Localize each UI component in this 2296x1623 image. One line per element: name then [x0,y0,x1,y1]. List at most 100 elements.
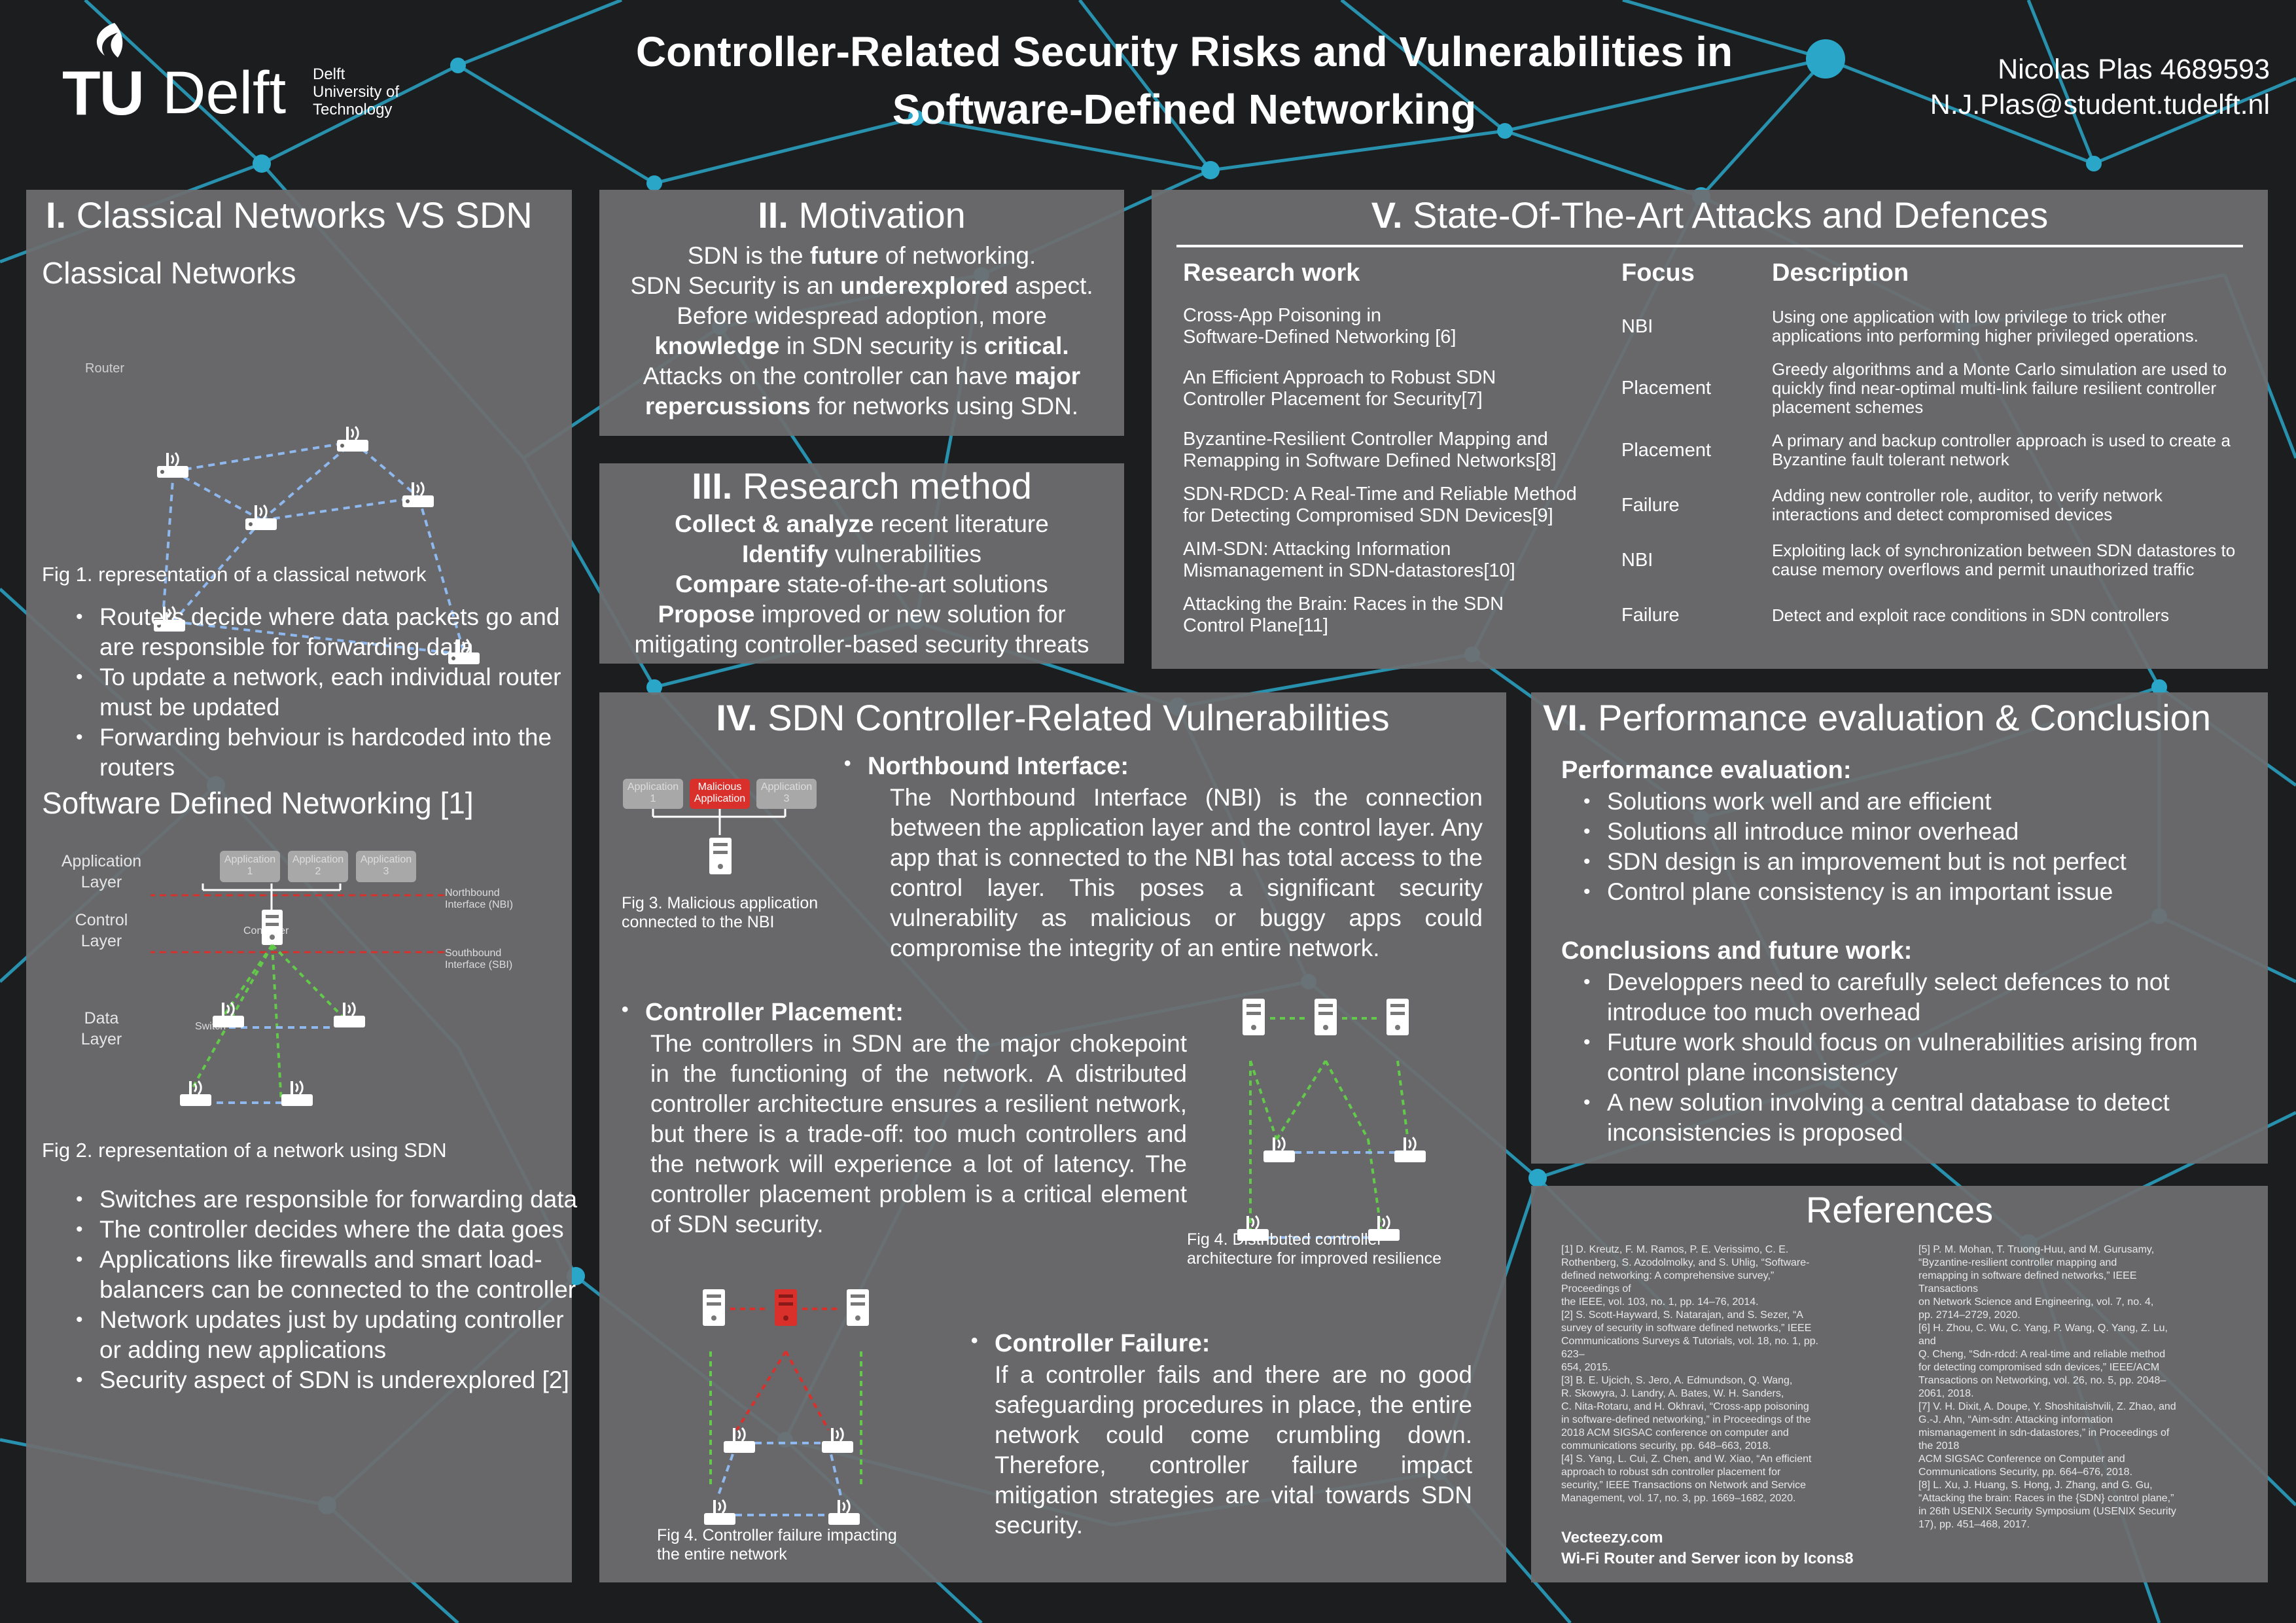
bullet-item: Future work should focus on vulnerabilit… [1583,1027,2261,1088]
section-title: V. State-Of-The-Art Attacks and Defences [1152,194,2268,236]
reference-line: Transactions [1918,1283,1978,1294]
nbi-title: • Northbound Interface: [844,753,1129,780]
emphasis-text: Compare [675,571,781,597]
cell-research-work: SDN-RDCD: A Real-Time and Reliable Metho… [1183,478,1621,533]
cell-research-work: Attacking the Brain: Races in the SDN Con… [1183,588,1621,643]
section-title-text: Performance evaluation & Conclusion [1598,697,2211,738]
cell-description: Detect and exploit race conditions in SD… [1772,588,2243,643]
fig4b-caption: Fig 4. Controller failure impacting the … [657,1526,897,1564]
logo-sub-line: Technology [313,101,393,118]
cell-description: A primary and backup controller approach… [1772,423,2243,478]
bullet-item: Forwarding behviour is hardcoded into th… [76,722,584,783]
cell-description: Greedy algorithms and a Monte Carlo simu… [1772,354,2243,423]
label-line: Application [61,852,142,870]
reference-line: for detecting compromised sdn devices,” … [1918,1362,2160,1373]
bullet-item: Control plane consistency is an importan… [1583,877,2261,907]
cell-description: Using one application with low privilege… [1772,299,2243,354]
logo-sub-line: Delft [313,65,345,83]
fig4-distributed-controllers [1237,999,1426,1241]
reference-line: in software-defined networking,” in Proc… [1561,1414,1811,1425]
bullet-item: SDN design is an improvement but is not … [1583,847,2261,877]
cell-focus: Placement [1621,378,1712,399]
caption-line: Fig 4. Controller failure impacting [657,1526,897,1544]
reference-line: [1] D. Kreutz, F. M. Ramos, P. E. Veriss… [1561,1244,1789,1255]
cell-research-work: AIM-SDN: Attacking Information Mismanagem… [1183,533,1621,588]
text-line: repercussions for networks using SDN. [599,391,1124,421]
bullet-item: Applications like firewalls and smart lo… [76,1245,584,1305]
reference-line: ACM SIGSAC Conference on Computer and [1918,1454,2125,1465]
section-number: VI. [1543,697,1588,738]
col-research-work: Research work [1183,259,1360,287]
fig1-caption: Fig 1. representation of a classical net… [42,563,427,586]
bullet-item: A new solution involving a central datab… [1583,1088,2261,1148]
app-number: 1 [247,866,253,877]
cell-line: Mismanagement in SDN-datastores[10] [1183,560,1515,581]
cell-line: Exploiting lack of synchronization betwe… [1772,541,2236,560]
reference-line: Proceedings of [1561,1283,1631,1294]
section-title-text: SDN Controller-Related Vulnerabilities [768,697,1390,738]
cell-research-work: An Efficient Approach to Robust SDN Contr… [1183,354,1621,423]
emphasis-text: major [1014,363,1081,389]
conclusions-title: Conclusions and future work: [1561,937,1913,965]
reference-line: G.-J. Ahn, “Aim-sdn: Attacking informati… [1918,1414,2113,1425]
reference-line: 623– [1561,1349,1585,1360]
table-row: An Efficient Approach to Robust SDN Contr… [1183,354,2243,423]
reference-line: 2061, 2018. [1918,1388,1974,1399]
text-segment: Before widespread adoption, more [677,302,1047,329]
section-conclusion: VI. Performance evaluation & Conclusion … [1531,692,2268,1164]
references-left-column: [1] D. Kreutz, F. M. Ramos, P. E. Veriss… [1561,1243,1901,1505]
label-line: Layer [80,873,122,891]
app-number: 2 [315,866,321,877]
section-references: References [1] D. Kreutz, F. M. Ramos, P… [1531,1186,2268,1582]
label-line: Northbound [445,887,500,899]
app-name: Application [694,793,746,804]
table-row: Cross-App Poisoning in Software-Defined N… [1183,299,2243,354]
southbound-label: Southbound Interface (SBI) [445,948,543,971]
northbound-label: Northbound Interface (NBI) [445,887,543,911]
placement-text: The controllers in SDN are the major cho… [650,1030,1187,1238]
label-line: Layer [80,1030,122,1048]
logo-delft-text: Delft [162,60,287,126]
conclusion-bullets: Developpers need to carefully select def… [1570,967,2261,1148]
fig4a-caption: Fig 4. Distributed controller architectu… [1187,1230,1441,1268]
reference-line: security,” IEEE Transactions on Network … [1561,1480,1807,1491]
credit-icons8: Wi-Fi Router and Server icon by Icons8 [1561,1550,1854,1567]
emphasis-text: knowledge [654,332,780,359]
reference-line: R. Skowyra, J. Landry, A. Bates, W. H. S… [1561,1388,1784,1399]
text-segment: recent literature [874,510,1049,537]
reference-line: [8] L. Xu, J. Huang, S. Hong, J. Zhang, … [1918,1480,2153,1491]
credit-vecteezy: Vecteezy.com [1561,1529,1663,1546]
app-name: Application [760,781,813,793]
references-title: References [1805,1189,1994,1230]
bullet-item: Solutions all introduce minor overhead [1583,817,2261,847]
app-name: Application [627,781,679,793]
section-title: VI. Performance evaluation & Conclusion [1543,696,2211,739]
text-line: Before widespread adoption, more [599,301,1124,331]
text-line: Attacks on the controller can have major [599,361,1124,391]
app-name: Application [360,854,412,865]
reference-line: C. Nita-Rotaru, and H. Okhravi, “Cross-a… [1561,1401,1809,1412]
text-line: mitigating controller-based security thr… [599,630,1124,660]
text-segment: mitigating controller-based security thr… [634,631,1089,658]
placement-title: • Controller Placement: [622,999,904,1026]
caption-line: Fig 3. Malicious application [622,894,819,912]
cell-line: for Detecting Compromised SDN Devices[9] [1183,505,1553,526]
reference-line: Rothenberg, S. Azodolmolky, and S. Uhlig… [1561,1257,1810,1268]
section-title-text: Classical Networks VS SDN [76,194,533,236]
reference-line: the 2018 [1918,1440,1960,1452]
app-number: 1 [650,793,656,804]
cell-line: Using one application with low privilege… [1772,307,2166,327]
label-line: Interface (SBI) [445,959,513,971]
fig2-caption: Fig 2. representation of a network using… [42,1139,447,1162]
reference-line: in 26th USENIX Security Symposium (USENI… [1918,1506,2176,1517]
sdn-network-figure [150,883,445,1106]
poster-title: Controller-Related Security Risks and Vu… [563,23,1806,138]
emphasis-text: underexplored [840,272,1009,299]
failure-text: If a controller fails and there are no g… [995,1361,1472,1539]
reference-line: “Attacking the brain: Races in the {SDN}… [1918,1493,2174,1504]
label-line: Southbound [445,948,502,959]
section-title: IV. SDN Controller-Related Vulnerabiliti… [599,696,1506,739]
research-text: Collect & analyze recent literature Ident… [599,509,1124,660]
cell-line: A primary and backup controller approach… [1772,431,2231,450]
caption-line: the entire network [657,1545,787,1563]
